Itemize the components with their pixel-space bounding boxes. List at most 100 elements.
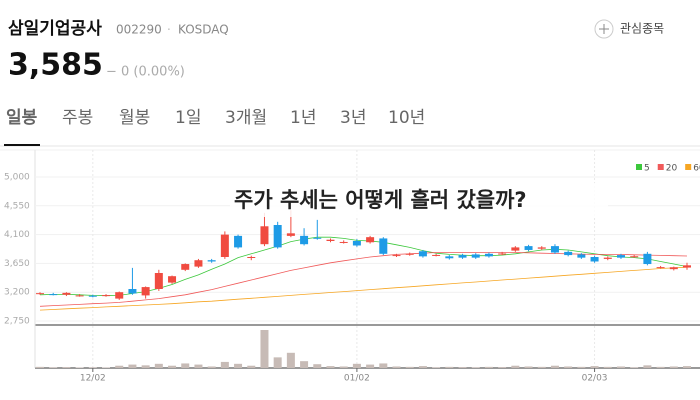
candle-body [577, 254, 586, 258]
volume-bar [511, 365, 520, 368]
candle-body [286, 233, 295, 236]
candle-body [220, 234, 229, 257]
price: 3,585 [8, 48, 103, 83]
volume-bar [88, 367, 97, 368]
candle-body [524, 246, 533, 250]
candle-body [366, 237, 375, 243]
candle-body [154, 273, 163, 289]
volume-bar [366, 364, 375, 368]
candle-body [550, 246, 559, 253]
legend-swatch [636, 164, 642, 170]
tab[interactable]: 3년 [340, 108, 366, 128]
candle-body [603, 257, 612, 259]
y-tick-label: 3,200 [4, 288, 30, 298]
y-tick-label: 4,100 [4, 230, 30, 240]
annotation-bg [230, 183, 608, 217]
candle-body [247, 257, 256, 258]
stock-name: 삼일기업공사 [8, 19, 102, 39]
candle-body [339, 241, 348, 243]
candle-body [300, 235, 309, 245]
volume-bar [669, 366, 678, 368]
stock-code: 002290 [116, 23, 162, 37]
candle-body [590, 257, 599, 262]
ma-line [39, 252, 688, 307]
volume-bar [352, 363, 361, 368]
volume-bar [62, 367, 71, 368]
x-tick-label: 02/03 [582, 374, 608, 384]
chart: 5,000 4,550 4,100 3,650 3,200 2,750 12/02 01/02… [0, 149, 700, 384]
candle-body [313, 237, 322, 239]
tab[interactable]: 일봉 [6, 108, 38, 128]
volume-bar [102, 367, 111, 368]
tabs: 일봉 주봉 월봉 1일 3개월 1년 3년 10년 [6, 108, 425, 128]
volume-bar [234, 363, 243, 368]
candle-body [458, 255, 467, 258]
volume-bar [577, 366, 586, 368]
candle-body [168, 276, 177, 283]
candle-body [392, 255, 401, 257]
candle-body [643, 253, 652, 265]
volume-bar [247, 365, 256, 368]
x-tick-label: 12/02 [80, 374, 106, 384]
legend-label: 60 [693, 164, 700, 174]
volume-bar [524, 366, 533, 368]
watch-button[interactable]: 관심종목 [594, 19, 664, 39]
volume-bar [458, 367, 467, 368]
legend-label: 20 [666, 164, 678, 174]
market: KOSDAQ [178, 23, 229, 37]
candle-body [471, 254, 480, 258]
volume-bar [590, 366, 599, 368]
candle-body [49, 294, 58, 296]
candle-body [405, 253, 414, 255]
candle-body [62, 292, 71, 295]
price-change: − 0 (0.00%) [106, 65, 185, 80]
watch-label[interactable]: 관심종목 [620, 22, 664, 36]
candle-body [273, 225, 282, 248]
tab[interactable]: 월봉 [119, 108, 150, 128]
candle-body [352, 241, 361, 246]
legend-swatch [657, 164, 664, 170]
volume-bar [326, 366, 335, 368]
tab[interactable]: 10년 [388, 108, 425, 128]
candle-body [379, 238, 388, 254]
volume-bar [220, 361, 229, 368]
volume-bar [418, 366, 427, 368]
volume-bar [75, 367, 84, 368]
candle-body [537, 247, 546, 249]
candle-body [564, 251, 573, 256]
volume-bar [603, 366, 612, 368]
volume-bar [286, 352, 295, 368]
volume-bar [432, 367, 441, 368]
annotation: 주가 추세는 어떻게 흘러 갔을까? [234, 188, 527, 212]
volume-bar [339, 366, 348, 368]
candle-body [102, 295, 111, 297]
y-tick-label: 5,000 [4, 173, 30, 183]
tab[interactable]: 주봉 [62, 108, 93, 128]
candle-body [630, 256, 639, 258]
volume-bar [405, 366, 414, 368]
y-tick-label: 3,650 [4, 259, 30, 269]
candle-body [432, 254, 441, 256]
volume-bar [273, 357, 282, 368]
volume-bar [471, 367, 480, 368]
separator: · [167, 23, 171, 37]
x-tick-label: 01/02 [344, 374, 370, 384]
candle-body [194, 260, 203, 267]
tab[interactable]: 3개월 [225, 108, 267, 128]
tab[interactable]: 1일 [175, 108, 201, 128]
volume-bar [154, 363, 163, 368]
volume-bar [260, 330, 269, 368]
candle-body [511, 247, 520, 251]
volume-bar [300, 361, 309, 368]
candle-body [115, 292, 124, 299]
candle-body [445, 256, 454, 259]
volume-bar [168, 365, 177, 368]
tab[interactable]: 1년 [290, 108, 316, 128]
volume-bar [498, 367, 507, 368]
candle-body [616, 255, 625, 258]
volume-bar [141, 365, 150, 368]
volume-bar [564, 366, 573, 368]
volume-bar [49, 367, 58, 368]
volume-bar [115, 365, 124, 368]
candle-body [484, 253, 493, 257]
